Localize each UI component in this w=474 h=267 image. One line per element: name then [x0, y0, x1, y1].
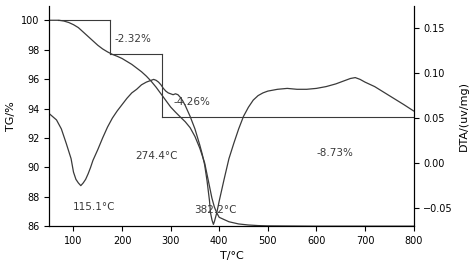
Y-axis label: TG/%: TG/%	[6, 101, 16, 131]
Text: -2.32%: -2.32%	[115, 34, 152, 44]
Text: 382.2°C: 382.2°C	[194, 205, 237, 215]
Text: -4.26%: -4.26%	[173, 97, 210, 107]
Text: 274.4°C: 274.4°C	[136, 151, 178, 160]
Y-axis label: DTA/(uv/mg): DTA/(uv/mg)	[458, 81, 468, 151]
X-axis label: T/°C: T/°C	[219, 252, 243, 261]
Text: 115.1°C: 115.1°C	[73, 202, 115, 212]
Text: -8.73%: -8.73%	[316, 148, 353, 158]
